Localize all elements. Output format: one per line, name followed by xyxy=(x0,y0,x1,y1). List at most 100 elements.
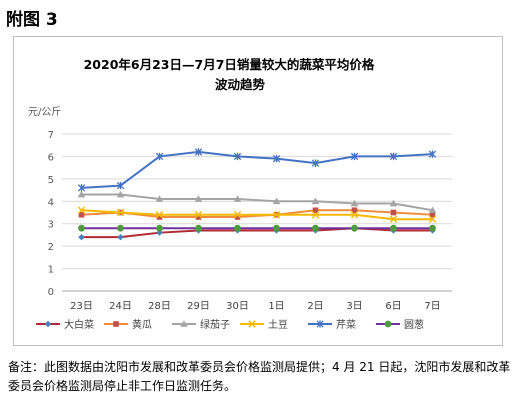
data-point xyxy=(233,195,242,202)
legend-label: 土豆 xyxy=(268,318,288,331)
grid-lines xyxy=(62,133,452,270)
x-tick-label: 2日 xyxy=(307,301,323,312)
y-axis-unit-label: 元/公斤 xyxy=(28,106,61,118)
data-point xyxy=(390,224,397,232)
series-line xyxy=(81,209,433,221)
figure-heading: 附图 3 xyxy=(6,10,58,30)
x-tick-label: 23日 xyxy=(70,301,93,312)
data-point xyxy=(116,181,125,190)
series-3 xyxy=(77,190,437,214)
legend-label: 大白菜 xyxy=(64,318,94,331)
x-tick-label: 1日 xyxy=(268,301,284,312)
legend-marker xyxy=(44,320,52,328)
legend-marker xyxy=(384,320,392,328)
data-point xyxy=(272,197,281,205)
legend-item: 圆葱 xyxy=(376,319,424,331)
data-point xyxy=(272,211,281,219)
footnote: 备注：此图数据由沈阳市发展和改革委员会价格监测局提供；4 月 21 日起，沈阳市… xyxy=(8,360,511,393)
data-point xyxy=(389,215,398,223)
data-point xyxy=(77,184,86,192)
data-point xyxy=(234,214,241,220)
legend-marker xyxy=(248,320,256,328)
data-point xyxy=(350,152,359,161)
series-line xyxy=(81,150,433,189)
legend-marker xyxy=(316,320,324,328)
data-point xyxy=(233,152,242,161)
axes: 0 1 2 3 4 5 6 7 23日 24日 28日 29日 30日 1日 2日 3日 6日 7日 xyxy=(48,130,452,312)
data-point xyxy=(428,150,437,158)
series-lines xyxy=(77,148,437,241)
data-point xyxy=(233,211,242,219)
legend-label: 绿茄子 xyxy=(200,318,230,331)
y-tick-label: 5 xyxy=(48,175,54,186)
legend-item: 绿茄子 xyxy=(172,318,230,331)
data-point xyxy=(116,208,125,217)
legend-marker xyxy=(113,321,119,327)
data-point xyxy=(78,211,85,218)
data-point xyxy=(194,211,203,219)
data-point xyxy=(116,190,125,198)
legend-item: 大白菜 xyxy=(36,318,94,331)
data-point xyxy=(311,159,320,167)
series-line xyxy=(81,193,433,212)
data-point xyxy=(428,206,437,214)
y-tick-label: 6 xyxy=(48,152,54,163)
data-point xyxy=(272,154,281,163)
series-line xyxy=(81,209,433,218)
data-point xyxy=(156,224,163,232)
data-point xyxy=(195,214,202,220)
data-point xyxy=(195,224,202,232)
chart-frame: 2020年6月23日—7月7日销量较大的蔬菜平均价格 波动趋势 元/公斤 0 1 2… xyxy=(13,36,503,346)
data-point xyxy=(194,195,203,202)
data-point xyxy=(77,206,86,214)
legend-item: 黄瓜 xyxy=(104,318,152,331)
y-tick-label: 7 xyxy=(48,130,54,141)
series-6 xyxy=(78,224,436,232)
legend-label: 圆葱 xyxy=(404,319,424,331)
data-point xyxy=(77,190,86,198)
legend: 大白菜 黄瓜 绿茄子 土豆 芹菜 圆葱 xyxy=(36,318,424,331)
legend-label: 黄瓜 xyxy=(132,318,152,331)
data-point xyxy=(311,197,320,205)
y-tick-label: 4 xyxy=(48,197,54,208)
legend-item: 土豆 xyxy=(240,318,288,331)
data-point xyxy=(155,152,164,161)
x-tick-label: 24日 xyxy=(109,301,132,312)
data-point xyxy=(429,224,436,232)
y-tick-label: 0 xyxy=(48,287,54,298)
chart-title-line1: 2020年6月23日—7月7日销量较大的蔬菜平均价格 xyxy=(84,57,375,72)
x-tick-label: 28日 xyxy=(148,301,171,312)
series-4 xyxy=(77,206,437,223)
data-point xyxy=(350,199,359,207)
data-point xyxy=(78,224,85,232)
legend-item: 芹菜 xyxy=(308,319,356,331)
y-tick-label: 3 xyxy=(48,220,54,231)
series-line xyxy=(81,227,433,239)
y-tick-label: 2 xyxy=(48,242,54,253)
data-point xyxy=(194,148,203,156)
data-point xyxy=(234,224,241,232)
data-point xyxy=(273,224,280,232)
x-tick-label: 29日 xyxy=(187,301,210,312)
data-point xyxy=(429,211,436,218)
data-point xyxy=(390,209,397,216)
data-point xyxy=(312,207,319,214)
line-chart: 2020年6月23日—7月7日销量较大的蔬菜平均价格 波动趋势 元/公斤 0 1 2… xyxy=(28,57,452,331)
x-tick-label: 30日 xyxy=(226,301,249,312)
x-tick-label: 7日 xyxy=(424,301,440,312)
data-point xyxy=(156,214,163,220)
y-tick-label: 1 xyxy=(48,265,54,276)
data-point xyxy=(312,224,319,232)
data-point xyxy=(389,199,398,207)
data-point xyxy=(117,233,124,241)
x-tick-label: 6日 xyxy=(385,301,401,312)
data-point xyxy=(351,224,358,232)
data-point xyxy=(155,211,164,219)
data-point xyxy=(311,211,320,219)
data-point xyxy=(78,233,85,241)
chart-title-line2: 波动趋势 xyxy=(215,77,266,92)
data-point xyxy=(350,211,359,219)
data-point xyxy=(389,152,398,161)
legend-marker xyxy=(180,320,188,327)
legend-label: 芹菜 xyxy=(336,319,356,331)
